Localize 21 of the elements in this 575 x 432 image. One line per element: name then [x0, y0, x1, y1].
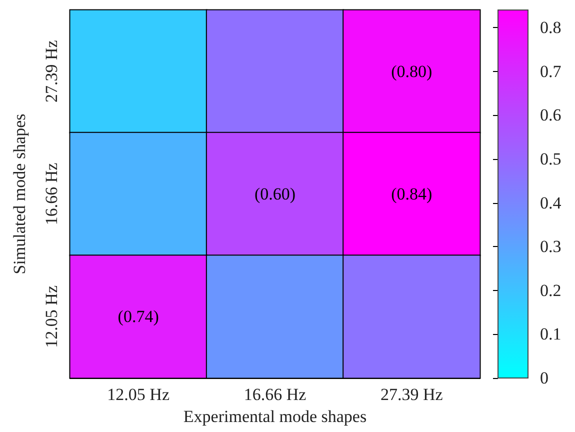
color-bar-label: 0.4	[540, 193, 562, 212]
x-tick-label: 12.05 Hz	[107, 385, 170, 404]
x-tick-label: 16.66 Hz	[244, 385, 307, 404]
color-bar-label: 0	[540, 368, 548, 388]
color-bar-label: 0.1	[540, 324, 562, 344]
data-label: (0.74)	[118, 307, 159, 326]
color-bar-label: 0.2	[540, 280, 562, 300]
x-tick-label: 27.39 Hz	[380, 385, 444, 404]
color-bar-label: 0.3	[540, 237, 562, 256]
y-tick-label: 12.05 Hz	[42, 285, 61, 348]
data-label: (0.60)	[254, 184, 296, 204]
color-bar-label: 0.5	[540, 149, 562, 168]
y-axis-title: Simulated mode shapes	[10, 114, 29, 274]
color-bar-label: 0.6	[540, 106, 562, 125]
color-bar-label: 0.8	[540, 18, 562, 38]
y-tick-label: 16.66 Hz	[42, 162, 61, 226]
data-label: (0.80)	[391, 62, 432, 81]
x-axis-title: Experimental mode shapes	[183, 407, 367, 426]
color-bar-label: 0.7	[540, 62, 562, 81]
data-label: (0.84)	[391, 184, 432, 204]
y-tick-label: 27.39 Hz	[42, 40, 61, 102]
